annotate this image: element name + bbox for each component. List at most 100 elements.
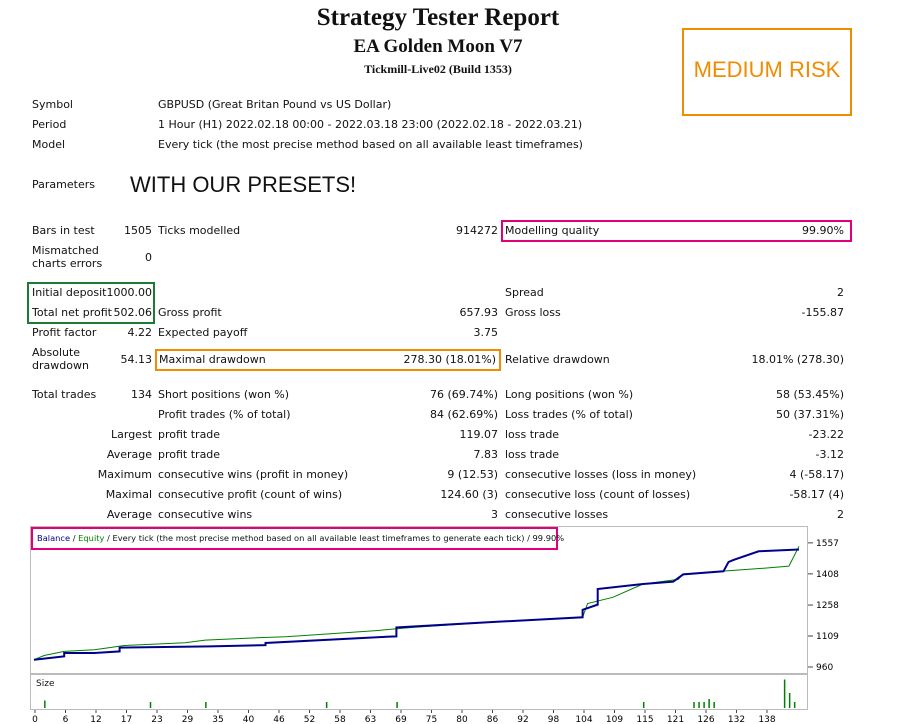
y-tick-label: 960 <box>816 663 833 673</box>
model-value: Every tick (the most precise method base… <box>158 138 583 151</box>
average-profit-value: 7.83 <box>473 448 499 461</box>
equity-line <box>33 546 800 661</box>
parameters-label: Parameters <box>32 178 95 191</box>
x-tick-label: 126 <box>697 715 714 724</box>
chart-legend-highlight: Balance / Equity / Every tick (the most … <box>31 527 564 550</box>
gross-loss-label: Gross loss <box>505 306 561 319</box>
avg-cons-losses-label: consecutive losses <box>505 508 609 521</box>
x-tick-label: 92 <box>517 715 528 724</box>
mismatch-value: 0 <box>145 251 152 264</box>
profit-factor-value: 4.22 <box>127 326 153 339</box>
cons-losses-money-label: consecutive losses (loss in money) <box>505 468 697 481</box>
parameters-value: WITH OUR PRESETS! <box>130 172 357 197</box>
y-tick-label: 1109 <box>816 632 839 642</box>
x-tick-label: 109 <box>606 715 623 724</box>
x-tick-label: 58 <box>334 715 346 724</box>
mismatch-label-line2: charts errors <box>32 257 103 270</box>
x-tick-label: 138 <box>758 715 775 724</box>
x-tick-label: 40 <box>243 715 255 724</box>
maximal-label: Maximal <box>105 488 152 501</box>
average-loss-value: -3.12 <box>815 448 844 461</box>
loss-trades-label: Loss trades (% of total) <box>505 408 633 421</box>
largest-profit-value: 119.07 <box>459 428 499 441</box>
period-label: Period <box>32 118 67 131</box>
average-label: Average <box>106 448 152 461</box>
rel-drawdown-value: 18.01% (278.30) <box>751 353 844 366</box>
size-bar <box>205 702 207 708</box>
risk-badge-label: MEDIUM RISK <box>693 57 841 82</box>
size-bar <box>149 702 152 708</box>
balance-line <box>33 548 800 661</box>
cons-loss-count-label: consecutive loss (count of losses) <box>505 488 691 501</box>
size-bar <box>642 702 645 708</box>
legend-equity: Equity <box>78 533 105 543</box>
cons-wins-money-label: consecutive wins (profit in money) <box>158 468 349 481</box>
server-build: Tickmill-Live02 (Build 1353) <box>364 62 512 76</box>
size-bar <box>793 702 796 708</box>
cons-profit-count-label: consecutive profit (count of wins) <box>158 488 343 501</box>
x-tick-label: 80 <box>456 715 468 724</box>
mismatch-label-line1: Mismatched <box>32 244 99 257</box>
x-tick-label: 86 <box>487 715 499 724</box>
x-tick-label: 115 <box>636 715 653 724</box>
quality-value: 99.90% <box>802 224 844 237</box>
x-tick-label: 132 <box>728 715 745 724</box>
spread-label: Spread <box>505 286 544 299</box>
x-tick-label: 69 <box>395 715 407 724</box>
size-bar <box>713 702 715 708</box>
net-profit-label: Total net profit <box>32 306 112 319</box>
short-positions-label: Short positions (won %) <box>158 388 290 401</box>
symbol-label: Symbol <box>32 98 73 111</box>
long-positions-label: Long positions (won %) <box>505 388 634 401</box>
long-positions-value: 58 (53.45%) <box>775 388 844 401</box>
legend-quality: / 99.90% <box>524 533 565 543</box>
maximum-label: Maximum <box>97 468 152 481</box>
quality-label: Modelling quality <box>505 224 600 237</box>
size-panel: Size <box>30 674 808 710</box>
average-loss-label: loss trade <box>505 448 560 461</box>
cons-profit-count-value: 124.60 (3) <box>440 488 498 501</box>
largest-loss-label: loss trade <box>505 428 560 441</box>
size-bar <box>44 700 46 708</box>
avg-cons-wins-value: 3 <box>491 508 498 521</box>
ea-name: EA Golden Moon V7 <box>353 36 523 57</box>
size-bars-chart <box>44 679 796 708</box>
x-tick-label: 98 <box>548 715 560 724</box>
cons-losses-money-value: 4 (-58.17) <box>789 468 844 481</box>
expected-payoff-label: Expected payoff <box>158 326 248 339</box>
loss-trades-value: 50 (37.31%) <box>775 408 844 421</box>
expected-payoff-value: 3.75 <box>473 326 499 339</box>
balance-chart-panel <box>30 526 808 674</box>
y-tick-label: 1408 <box>816 570 839 580</box>
x-tick-label: 29 <box>182 715 194 724</box>
max-drawdown-highlight <box>155 349 501 371</box>
average-cons-label: Average <box>106 508 152 521</box>
spread-value: 2 <box>837 286 844 299</box>
size-bar <box>693 702 695 708</box>
gross-loss-value: -155.87 <box>801 306 844 319</box>
deposit-profit-highlight <box>27 282 155 324</box>
x-tick-label: 23 <box>151 715 162 724</box>
profit-factor-label: Profit factor <box>32 326 97 339</box>
avg-cons-losses-value: 2 <box>837 508 844 521</box>
cons-loss-count-value: -58.17 (4) <box>789 488 844 501</box>
x-tick-label: 52 <box>304 715 315 724</box>
largest-label: Largest <box>111 428 152 441</box>
x-tick-label: 75 <box>426 715 437 724</box>
x-tick-label: 12 <box>90 715 101 724</box>
size-bar <box>396 702 398 708</box>
deposit-value: 1000.00 <box>106 286 153 299</box>
balance-equity-chart <box>33 546 800 661</box>
profit-trades-label: Profit trades (% of total) <box>158 408 291 421</box>
net-profit-value: 502.06 <box>113 306 153 319</box>
size-bar <box>703 702 705 708</box>
x-tick-label: 6 <box>63 715 69 724</box>
average-profit-label: profit trade <box>158 448 221 461</box>
report-title: Strategy Tester Report <box>316 4 560 31</box>
x-tick-label: 17 <box>121 715 132 724</box>
abs-drawdown-value: 54.13 <box>120 353 153 366</box>
total-trades-label: Total trades <box>32 388 97 401</box>
x-tick-label: 63 <box>365 715 376 724</box>
largest-profit-label: profit trade <box>158 428 221 441</box>
bars-value: 1505 <box>124 224 152 237</box>
